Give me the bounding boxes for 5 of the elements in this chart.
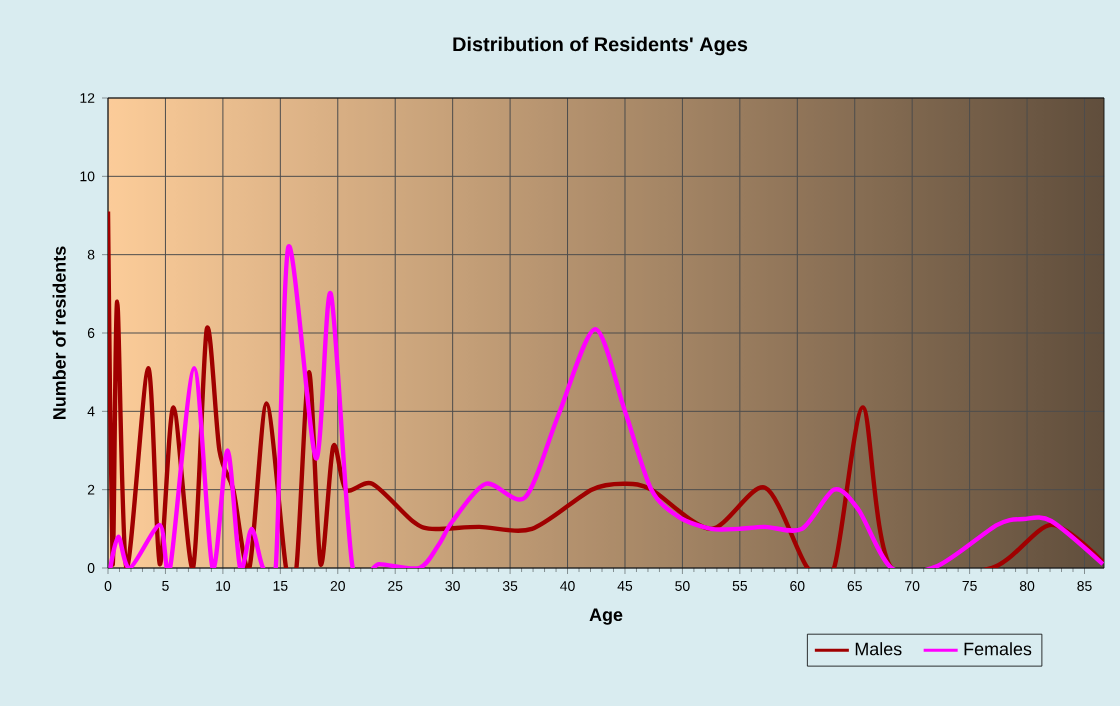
legend-label: Females: [964, 642, 1032, 656]
chart-title: Distribution of Residents' Ages: [453, 36, 748, 56]
x-axis-title: Age: [589, 608, 623, 625]
legend-label: Males: [855, 642, 902, 656]
y-axis-title: Number of residents: [52, 246, 66, 419]
